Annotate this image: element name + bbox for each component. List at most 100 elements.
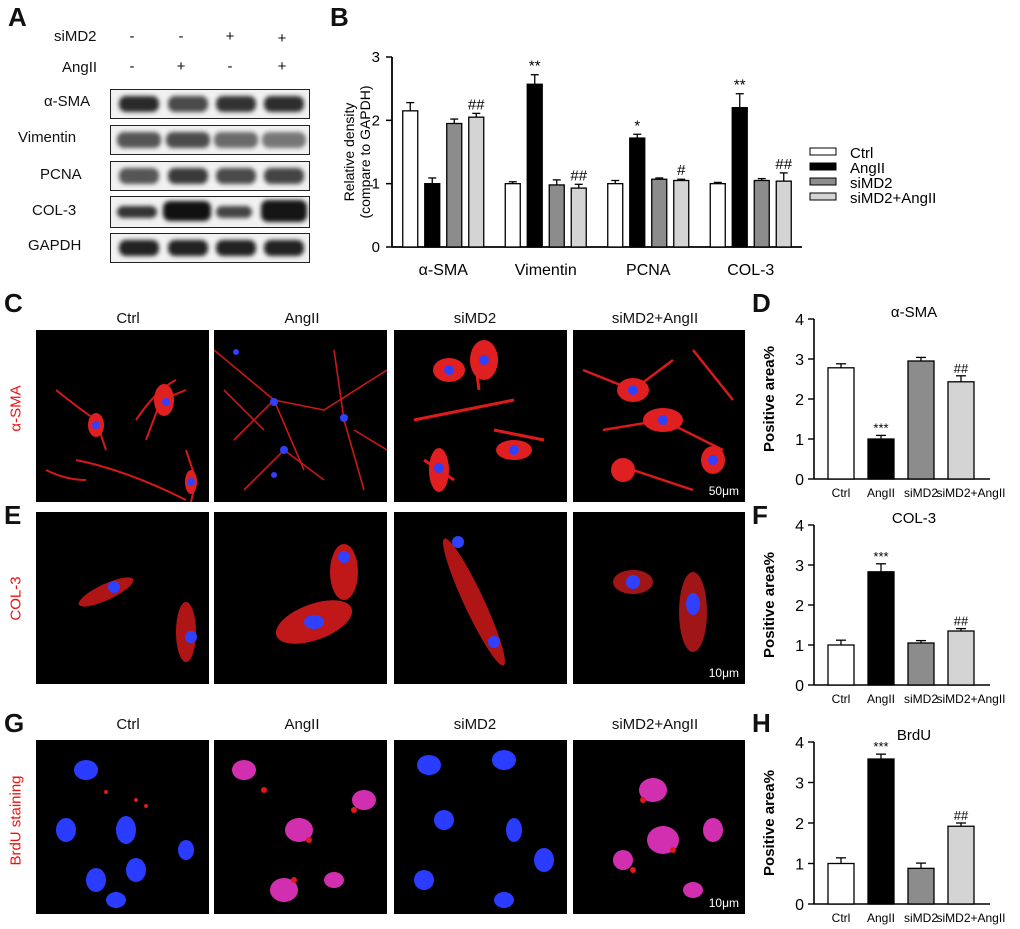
y-tick-label: 3 (795, 776, 804, 793)
bar (947, 825, 975, 905)
x-tick-label: AngII (867, 486, 895, 500)
stain-label-col3: COL-3 (7, 576, 25, 621)
panel-letter-h: H (752, 708, 771, 738)
x-tick-label: siMD2 (904, 486, 938, 500)
blot-strip-asma (110, 89, 310, 119)
bar (827, 644, 855, 686)
significance-label: ## (954, 808, 969, 823)
sign: + (225, 28, 235, 45)
bar (867, 438, 895, 480)
blot-strip-col3 (110, 196, 310, 228)
micrograph-image (214, 330, 387, 502)
y-axis-label: Positive area% (761, 346, 778, 452)
significance-label: *** (873, 739, 888, 754)
x-tick-label: α-SMA (419, 262, 469, 279)
y-axis-label: Positive area% (761, 770, 778, 876)
micrograph-title: siMD2+AngII (611, 310, 699, 327)
legend-label: AngII (850, 160, 885, 177)
significance-label: *** (873, 549, 888, 564)
legend-swatch (809, 162, 837, 171)
y-tick-label: 4 (795, 735, 804, 752)
sign: + (176, 58, 186, 75)
bar (446, 122, 463, 248)
legend-label: siMD2 (850, 175, 893, 192)
bar (504, 183, 521, 248)
chart-h: BrdU 0 1 2 3 4 Positive area% Ctrl *** AngII siMD2… (761, 727, 1006, 925)
micrograph-image (214, 512, 387, 684)
chart-title: α-SMA (891, 304, 937, 321)
bar (907, 867, 935, 905)
bar (827, 862, 855, 905)
bar (731, 107, 748, 248)
panel-letter-e: E (4, 500, 22, 530)
scale-bar-label: 10μm (708, 666, 739, 680)
x-tick-label: siMD2 (904, 692, 938, 706)
x-tick-label: siMD2+AngII (936, 911, 1005, 925)
sign: - (178, 28, 184, 45)
chart-f: COL-3 0 1 2 3 4 Positive area% Ctrl *** AngII siMD… (761, 510, 1006, 706)
x-tick-label: Ctrl (832, 692, 851, 706)
micrograph-image (394, 330, 567, 502)
micrograph-image: 10μm (573, 740, 745, 914)
significance-label: ** (734, 77, 746, 94)
panel-letter-g: G (4, 708, 25, 738)
bar (907, 360, 935, 480)
blot-strip-gapdh (110, 233, 310, 263)
y-tick-label: 2 (795, 816, 804, 833)
stain-label-asma: α-SMA (7, 385, 25, 432)
micrograph-image: 10μm (573, 512, 745, 684)
significance-label: ** (426, 187, 438, 204)
protein-label: COL-3 (32, 202, 77, 219)
bar (709, 183, 726, 248)
micrograph-image (36, 512, 209, 684)
y-tick-label: 3 (795, 352, 804, 369)
x-tick-label: siMD2+AngII (936, 692, 1005, 706)
y-axis-label: Positive area% (761, 552, 778, 658)
y-axis-label: Relative density(compare to GAPDH) (341, 85, 373, 218)
x-tick-label: siMD2+AngII (936, 486, 1005, 500)
condition-label-simd2: siMD2 (54, 28, 97, 45)
bar (867, 571, 895, 686)
panel-letter-f: F (752, 500, 768, 530)
micrograph-title: Ctrl (116, 716, 140, 733)
micrograph-title: siMD2 (453, 716, 497, 733)
micrograph-image (394, 512, 567, 684)
y-tick-label: 3 (795, 558, 804, 575)
protein-label: PCNA (40, 166, 82, 183)
x-tick-label: siMD2 (904, 911, 938, 925)
bar (673, 179, 690, 248)
micrograph-title: siMD2 (453, 310, 497, 327)
sign: - (129, 28, 135, 45)
legend-swatch (809, 177, 837, 186)
panel-letter-d: D (752, 288, 771, 318)
x-tick-label: PCNA (626, 262, 671, 279)
significance-label: ## (954, 361, 969, 376)
sign: - (227, 58, 233, 75)
y-tick-label: 3 (372, 49, 380, 66)
significance-label: ## (954, 614, 969, 629)
legend-label: Ctrl (850, 145, 873, 162)
micrograph-image (394, 740, 567, 914)
significance-label: ## (570, 167, 587, 184)
significance-label: ## (775, 156, 792, 173)
sign: - (129, 58, 135, 75)
y-tick-label: 1 (795, 857, 804, 874)
chart-title: COL-3 (892, 510, 936, 527)
protein-label: GAPDH (28, 237, 82, 254)
sign: + (277, 30, 287, 47)
significance-label: # (677, 162, 686, 179)
bar (753, 179, 770, 248)
bar (827, 367, 855, 480)
x-tick-label: Ctrl (832, 911, 851, 925)
bar (570, 187, 587, 248)
bar (468, 116, 485, 248)
y-tick-label: 1 (372, 176, 380, 193)
bar (907, 642, 935, 686)
micrograph-image (214, 740, 387, 914)
blot-strip-pcna (110, 161, 310, 191)
bar (947, 630, 975, 686)
bar (867, 758, 895, 905)
scale-bar-label: 50μm (708, 484, 739, 498)
legend-swatch (809, 147, 837, 156)
bar (607, 183, 624, 248)
